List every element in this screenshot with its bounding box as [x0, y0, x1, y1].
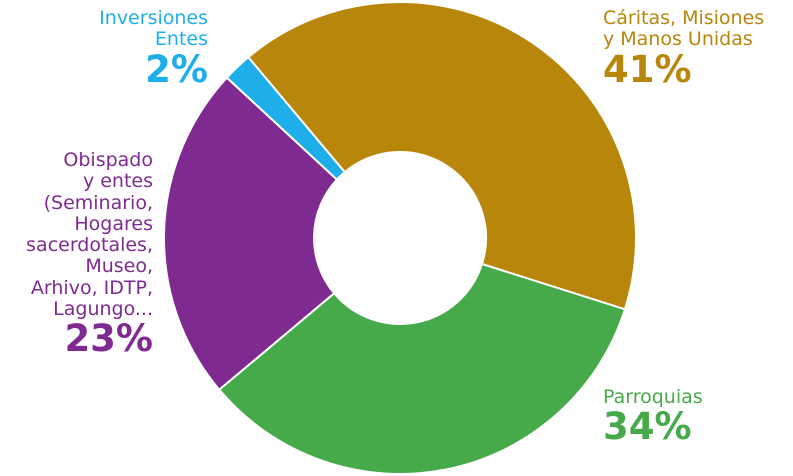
slice-caritas	[246, 1, 637, 311]
label-caritas: Cáritas, Misiones y Manos Unidas 41%	[603, 7, 765, 91]
label-obispado-line-8: Lagungo...	[53, 297, 153, 320]
label-obispado-line-4: Hogares	[74, 212, 153, 235]
label-obispado-line-7: Arhivo, IDTP,	[30, 276, 153, 299]
label-obispado-line-3: (Seminario,	[43, 191, 153, 214]
label-inversiones-value: 2%	[145, 47, 208, 91]
label-inversiones: Inversiones Entes 2%	[99, 7, 208, 91]
label-parroquias: Parroquias 34%	[603, 386, 703, 449]
slice-inversiones	[225, 55, 347, 181]
label-inversiones-line-1: Inversiones	[99, 7, 208, 29]
label-inversiones-line-2: Entes	[154, 28, 208, 51]
label-caritas-value: 41%	[603, 47, 692, 91]
label-obispado-value: 23%	[64, 317, 153, 361]
label-obispado-line-2: y entes	[82, 170, 153, 193]
label-parroquias-line-1: Parroquias	[603, 386, 703, 408]
slice-obispado	[163, 76, 339, 392]
slice-parroquias	[217, 262, 627, 475]
label-obispado-line-5: sacerdotales,	[26, 234, 153, 257]
label-obispado: Obispado y entes (Seminario, Hogares sac…	[26, 149, 153, 361]
label-obispado-line-1: Obispado	[63, 149, 153, 171]
label-parroquias-value: 34%	[603, 405, 692, 449]
label-obispado-line-6: Museo,	[85, 255, 153, 278]
label-caritas-line-2: y Manos Unidas	[603, 28, 753, 51]
label-caritas-line-1: Cáritas, Misiones	[603, 7, 765, 29]
